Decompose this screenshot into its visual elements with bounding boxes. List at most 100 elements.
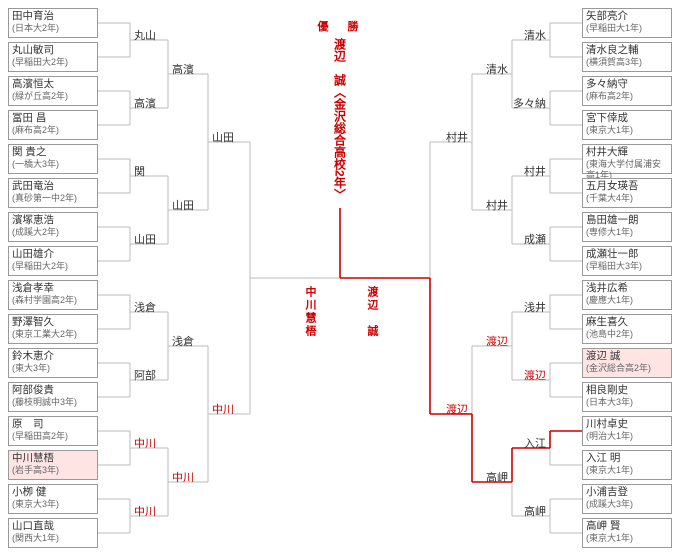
bracket-label: 成瀬: [524, 231, 546, 247]
bracket-label: 村井: [446, 129, 468, 145]
player-affil: (早稲田大1年): [586, 23, 668, 34]
bracket-label: 中川: [212, 401, 234, 417]
player-affil: (金沢総合高2年): [586, 363, 668, 374]
player-affil: (東京大1年): [586, 125, 668, 136]
player-name: 入江 明: [586, 452, 668, 465]
player-affil: (麻布高2年): [586, 91, 668, 102]
player-affil: (緑が丘高2年): [12, 91, 94, 102]
bracket-label: 浅倉: [134, 299, 156, 315]
bracket-label: 高岬: [524, 503, 546, 519]
player-name: 小浦吉登: [586, 486, 668, 499]
finalist-left: 中川慧梧: [302, 286, 318, 338]
player-right-1: 清水良之輔(横須賀高3年): [582, 42, 672, 72]
player-left-6: 濱塚恵浩(成蹊大2年): [8, 212, 98, 242]
player-affil: (早稲田高2年): [12, 431, 94, 442]
player-affil: (麻布高2年): [12, 125, 94, 136]
player-right-4: 村井大輝(東海大学付属浦安高1年): [582, 144, 672, 174]
bracket-label: 中川: [172, 469, 194, 485]
player-name: 五月女瑛吾: [586, 180, 668, 193]
bracket-label: 阿部: [134, 367, 156, 383]
player-left-11: 阿部俊貴(藤枝明誠中3年): [8, 382, 98, 412]
player-left-7: 山田雄介(早稲田大2年): [8, 246, 98, 276]
player-affil: (慶應大1年): [586, 295, 668, 306]
player-affil: (早稲田大2年): [12, 261, 94, 272]
bracket-label: 関: [134, 163, 145, 179]
player-right-8: 浅井広希(慶應大1年): [582, 280, 672, 310]
finalist-right: 渡辺 誠: [364, 286, 380, 338]
bracket-label: 渡辺: [486, 333, 508, 349]
player-name: 鈴木恵介: [12, 350, 94, 363]
player-name: 宮下倖成: [586, 112, 668, 125]
bracket-label: 中川: [134, 435, 156, 451]
player-right-0: 矢部亮介(早稲田大1年): [582, 8, 672, 38]
player-name: 相良剛史: [586, 384, 668, 397]
player-affil: (一橋大3年): [12, 159, 94, 170]
bracket-label: 浅倉: [172, 333, 194, 349]
player-name: 山口直哉: [12, 520, 94, 533]
player-affil: (成蹊大3年): [586, 499, 668, 510]
player-affil: (池島中2年): [586, 329, 668, 340]
player-affil: (東大3年): [12, 363, 94, 374]
player-right-7: 成瀬壮一郎(早稲田大3年): [582, 246, 672, 276]
player-affil: (藤枝明誠中3年): [12, 397, 94, 408]
player-name: 成瀬壮一郎: [586, 248, 668, 261]
player-affil: (千葉大4年): [586, 193, 668, 204]
player-right-14: 小浦吉登(成蹊大3年): [582, 484, 672, 514]
player-left-2: 高濱恒太(緑が丘高2年): [8, 76, 98, 106]
player-affil: (東京大3年): [12, 499, 94, 510]
player-name: 田中育治: [12, 10, 94, 23]
bracket-label: 山田: [212, 129, 234, 145]
bracket-label: 清水: [524, 27, 546, 43]
player-left-14: 小栁 健(東京大3年): [8, 484, 98, 514]
player-left-15: 山口直哉(関西大1年): [8, 518, 98, 548]
player-name: 小栁 健: [12, 486, 94, 499]
player-right-11: 相良剛史(日本大3年): [582, 382, 672, 412]
player-affil: (関西大1年): [12, 533, 94, 544]
player-affil: (早稲田大2年): [12, 57, 94, 68]
player-name: 多々納守: [586, 78, 668, 91]
player-right-13: 入江 明(東京大1年): [582, 450, 672, 480]
champion-name: 渡辺 誠〈金沢総合高校2年〉: [332, 38, 349, 201]
player-affil: (明治大1年): [586, 431, 668, 442]
player-left-0: 田中育治(日本大2年): [8, 8, 98, 38]
player-right-5: 五月女瑛吾(千葉大4年): [582, 178, 672, 208]
player-name: 原 司: [12, 418, 94, 431]
player-name: 中川慧梧: [12, 452, 94, 465]
bracket-label: 村井: [524, 163, 546, 179]
player-name: 浅井広希: [586, 282, 668, 295]
bracket-label: 渡辺: [446, 401, 468, 417]
bracket-label: 高濱: [134, 95, 156, 111]
player-left-1: 丸山敏司(早稲田大2年): [8, 42, 98, 72]
bracket-label: 多々納: [513, 95, 546, 111]
player-left-8: 浅倉孝幸(森村学園高2年): [8, 280, 98, 310]
player-name: 冨田 昌: [12, 112, 94, 125]
player-name: 武田竜治: [12, 180, 94, 193]
bracket-label: 丸山: [134, 27, 156, 43]
player-name: 矢部亮介: [586, 10, 668, 23]
player-name: 阿部俊貴: [12, 384, 94, 397]
player-name: 清水良之輔: [586, 44, 668, 57]
player-right-9: 麻生喜久(池島中2年): [582, 314, 672, 344]
bracket-label: 高岬: [486, 469, 508, 485]
player-affil: (森村学園高2年): [12, 295, 94, 306]
player-name: 村井大輝: [586, 146, 668, 159]
player-name: 渡辺 誠: [586, 350, 668, 363]
player-name: 島田雄一朗: [586, 214, 668, 227]
bracket-label: 中川: [134, 503, 156, 519]
player-name: 麻生喜久: [586, 316, 668, 329]
player-name: 高濱恒太: [12, 78, 94, 91]
bracket-label: 山田: [134, 231, 156, 247]
player-left-13: 中川慧梧(岩手高3年): [8, 450, 98, 480]
player-name: 高岬 賢: [586, 520, 668, 533]
player-name: 野澤智久: [12, 316, 94, 329]
bracket-label: 山田: [172, 197, 194, 213]
player-affil: (専修大1年): [586, 227, 668, 238]
player-affil: (早稲田大3年): [586, 261, 668, 272]
player-affil: (日本大2年): [12, 23, 94, 34]
player-right-10: 渡辺 誠(金沢総合高2年): [582, 348, 672, 378]
player-left-10: 鈴木恵介(東大3年): [8, 348, 98, 378]
bracket-label: 高濱: [172, 61, 194, 77]
player-affil: (岩手高3年): [12, 465, 94, 476]
player-right-12: 川村卓史(明治大1年): [582, 416, 672, 446]
player-right-6: 島田雄一朗(専修大1年): [582, 212, 672, 242]
